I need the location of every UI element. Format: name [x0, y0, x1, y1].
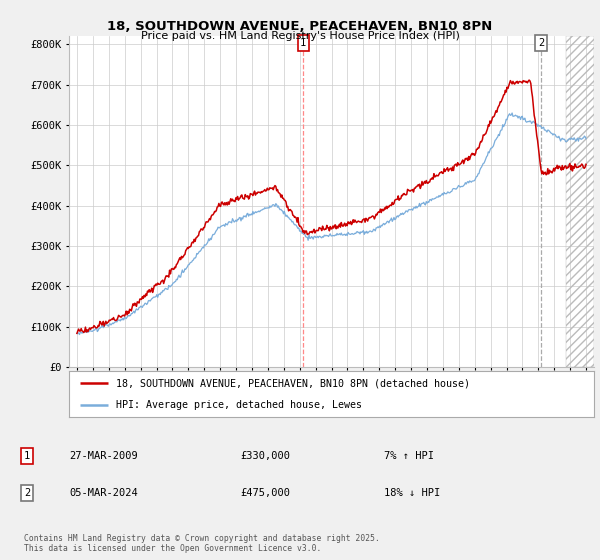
Text: 27-MAR-2009: 27-MAR-2009	[69, 451, 138, 461]
Text: £475,000: £475,000	[240, 488, 290, 498]
Text: 7% ↑ HPI: 7% ↑ HPI	[384, 451, 434, 461]
Text: 2: 2	[538, 38, 544, 48]
Text: 1: 1	[24, 451, 30, 461]
Text: 18, SOUTHDOWN AVENUE, PEACEHAVEN, BN10 8PN (detached house): 18, SOUTHDOWN AVENUE, PEACEHAVEN, BN10 8…	[116, 378, 470, 388]
Text: 2: 2	[24, 488, 30, 498]
Text: £330,000: £330,000	[240, 451, 290, 461]
Text: HPI: Average price, detached house, Lewes: HPI: Average price, detached house, Lewe…	[116, 400, 362, 410]
Text: Contains HM Land Registry data © Crown copyright and database right 2025.
This d: Contains HM Land Registry data © Crown c…	[24, 534, 380, 553]
Text: 05-MAR-2024: 05-MAR-2024	[69, 488, 138, 498]
Text: 1: 1	[300, 38, 307, 48]
Text: 18, SOUTHDOWN AVENUE, PEACEHAVEN, BN10 8PN: 18, SOUTHDOWN AVENUE, PEACEHAVEN, BN10 8…	[107, 20, 493, 32]
Text: Price paid vs. HM Land Registry's House Price Index (HPI): Price paid vs. HM Land Registry's House …	[140, 31, 460, 41]
Text: 18% ↓ HPI: 18% ↓ HPI	[384, 488, 440, 498]
